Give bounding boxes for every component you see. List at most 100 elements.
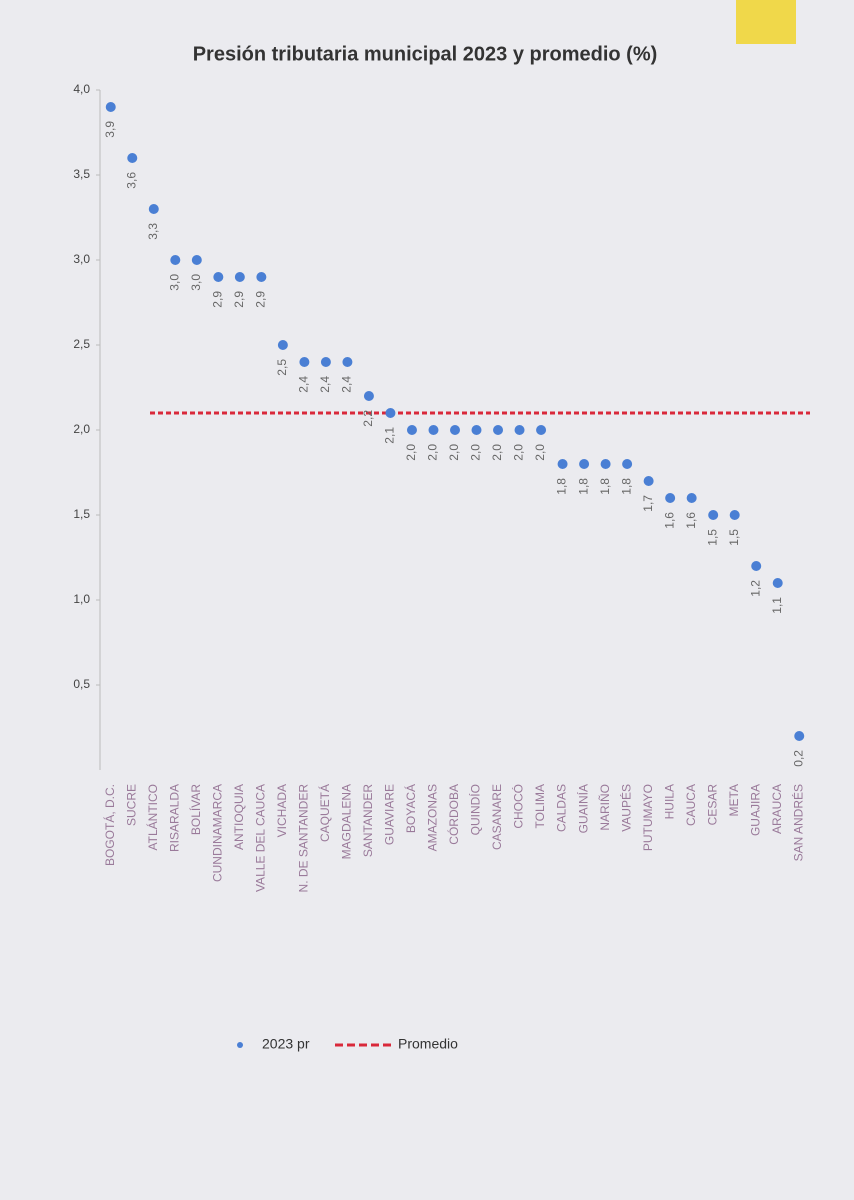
x-tick-label: TOLIMA (533, 784, 547, 828)
y-tick-label: 0,5 (73, 677, 90, 691)
dot (794, 731, 805, 741)
y-tick-label: 1,0 (73, 592, 90, 606)
x-tick-label: META (727, 784, 741, 816)
dot (127, 153, 138, 163)
x-tick-label: NARIÑO (598, 784, 612, 831)
dot (191, 255, 202, 265)
x-tick-label: CASANARE (490, 784, 504, 850)
data-label: 2,0 (426, 444, 440, 461)
data-label: 3,9 (103, 121, 117, 138)
x-tick-label: RISARALDA (167, 784, 181, 852)
dot (256, 272, 267, 282)
x-tick-label: CAQUETÁ (317, 784, 332, 842)
x-tick-label: BOLÍVAR (188, 784, 203, 835)
data-label: 2,0 (512, 444, 526, 461)
legend-label: 2023 pr (262, 1036, 310, 1052)
x-tick-label: SANTANDER (361, 784, 375, 857)
data-label: 3,0 (167, 274, 181, 291)
data-label: 2,0 (490, 444, 504, 461)
y-tick-label: 3,0 (73, 252, 90, 266)
dot (536, 425, 547, 435)
data-label: 2,4 (340, 376, 354, 393)
dot (686, 493, 697, 503)
dot (234, 272, 245, 282)
dot (299, 357, 310, 367)
data-label: 2,5 (275, 359, 289, 376)
dot (772, 578, 783, 588)
data-label: 2,1 (383, 427, 397, 444)
sticky-note (736, 0, 796, 44)
x-tick-label: SUCRE (124, 784, 138, 826)
dot (600, 459, 611, 469)
y-tick-label: 2,0 (73, 422, 90, 436)
dot (665, 493, 676, 503)
data-label: 2,9 (232, 291, 246, 308)
dot (751, 561, 762, 571)
data-label: 2,0 (447, 444, 461, 461)
x-tick-label: ATLÁNTICO (145, 784, 160, 850)
data-label: 2,0 (404, 444, 418, 461)
legend-marker (237, 1042, 243, 1048)
dot (643, 476, 654, 486)
data-label: 1,2 (748, 580, 762, 597)
data-label: 1,8 (619, 478, 633, 495)
dot (579, 459, 590, 469)
x-tick-label: VICHADA (275, 784, 289, 837)
data-label: 1,6 (662, 512, 676, 529)
x-tick-label: SAN ANDRÉS (790, 784, 805, 861)
dot (385, 408, 396, 418)
x-tick-label: GUAVIARE (383, 784, 397, 845)
dot (729, 510, 740, 520)
data-label: 2,4 (318, 376, 332, 393)
y-tick-label: 4,0 (73, 82, 90, 96)
x-tick-label: CESAR (705, 784, 719, 826)
dot (557, 459, 568, 469)
data-label: 0,2 (791, 750, 805, 767)
x-tick-label: ARAUCA (770, 784, 784, 834)
data-label: 3,3 (146, 223, 160, 240)
data-label: 1,7 (641, 495, 655, 512)
data-label: 1,5 (727, 529, 741, 546)
data-label: 2,9 (254, 291, 268, 308)
x-tick-label: CALDAS (555, 784, 569, 832)
data-label: 3,6 (124, 172, 138, 189)
x-tick-label: QUINDÍO (468, 784, 483, 835)
x-tick-label: BOGOTÁ, D.C. (102, 784, 117, 866)
dot (406, 425, 417, 435)
x-tick-label: CÓRDOBA (446, 784, 461, 845)
data-label: 2,9 (211, 291, 225, 308)
dot (493, 425, 504, 435)
y-tick-label: 3,5 (73, 167, 90, 181)
dot (622, 459, 633, 469)
data-label: 2,2 (361, 410, 375, 427)
dot (277, 340, 288, 350)
x-tick-label: MAGDALENA (340, 784, 354, 859)
x-tick-label: ANTIOQUIA (232, 784, 246, 850)
dot (170, 255, 181, 265)
dot (342, 357, 353, 367)
x-tick-label: VALLE DEL CAUCA (254, 784, 268, 892)
data-label: 1,6 (684, 512, 698, 529)
dot (320, 357, 331, 367)
dot (514, 425, 525, 435)
x-tick-label: AMAZONAS (426, 784, 440, 851)
data-label: 1,1 (770, 597, 784, 614)
dot (105, 102, 116, 112)
dot (213, 272, 224, 282)
x-tick-label: CHOCÓ (511, 784, 526, 829)
y-tick-label: 1,5 (73, 507, 90, 521)
data-label: 2,0 (469, 444, 483, 461)
x-tick-label: CAUCA (684, 784, 698, 826)
dot (708, 510, 719, 520)
x-tick-label: CUNDINAMARCA (211, 784, 225, 882)
dot (148, 204, 159, 214)
data-label: 1,5 (705, 529, 719, 546)
x-tick-label: PUTUMAYO (641, 784, 655, 851)
legend-label: Promedio (398, 1036, 458, 1052)
chart-title: Presión tributaria municipal 2023 y prom… (193, 43, 658, 65)
x-tick-label: GUAINÍA (575, 784, 590, 833)
dot (450, 425, 460, 435)
dot (471, 425, 482, 435)
